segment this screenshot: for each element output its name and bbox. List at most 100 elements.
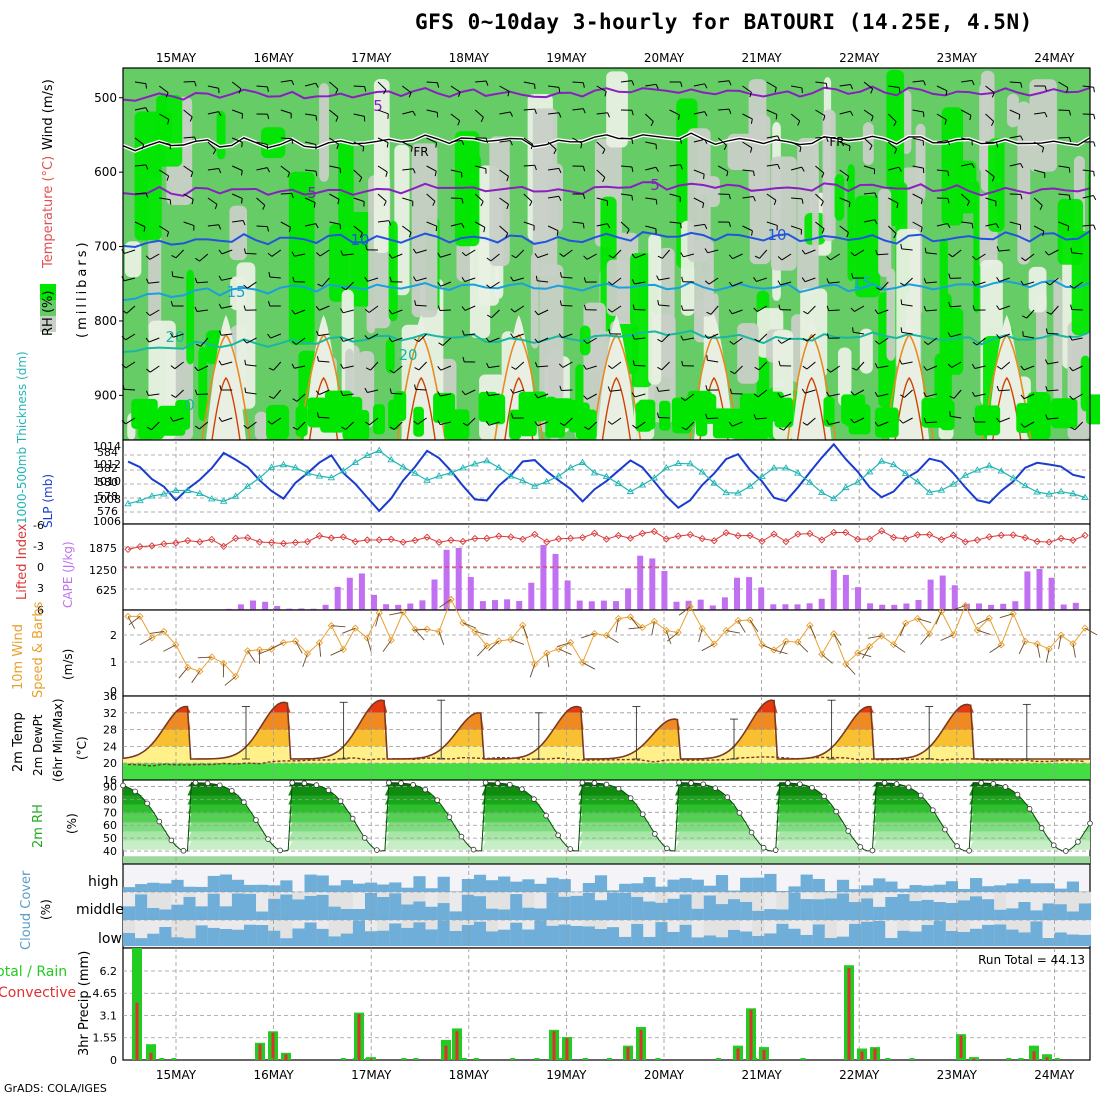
cloud-cell	[812, 878, 825, 892]
wind-barb	[839, 197, 851, 203]
wind-barb	[466, 417, 476, 426]
wind-barb-flag	[947, 140, 951, 146]
li-point	[973, 536, 981, 544]
wind10-barb	[302, 653, 308, 668]
wind-barb	[537, 253, 549, 259]
cloud-cell	[195, 906, 208, 920]
cloud-cell-clear	[812, 892, 825, 900]
wind-barb	[828, 393, 840, 397]
wind-barb	[537, 280, 549, 283]
wind-barb	[572, 108, 584, 111]
wind-barb	[766, 193, 777, 201]
wind-barb-flag	[170, 365, 176, 370]
wind-barb	[839, 141, 851, 147]
wind-barb-flag	[826, 419, 830, 425]
thickness-point	[459, 464, 467, 471]
date-label-bottom: 20MAY	[644, 1068, 685, 1082]
cloud-cell-clear	[897, 920, 910, 931]
lifted-index-axis-label: Lifted Index	[15, 523, 30, 600]
cloud-cell-clear	[1030, 892, 1043, 911]
wind-barb-flag	[1069, 366, 1074, 372]
wind-barb	[742, 141, 753, 149]
wind-barb	[149, 253, 160, 260]
li-point	[232, 534, 240, 542]
li-point	[746, 531, 754, 540]
wind-barb	[175, 249, 184, 259]
rh-patch	[687, 128, 711, 262]
precip-conv-bar	[284, 1054, 288, 1060]
temp-contour-30	[796, 376, 827, 441]
wind-barb-flag	[680, 305, 684, 311]
precip-trace	[655, 1058, 661, 1060]
wind-barb-flag	[874, 421, 879, 427]
wind-barb	[474, 109, 484, 118]
wind-barb	[766, 221, 778, 226]
cloud-cell	[558, 879, 571, 892]
wind-barb	[912, 193, 923, 200]
wind-barb	[523, 108, 535, 111]
wind-barb-flag	[412, 248, 417, 254]
cape-bar	[600, 600, 607, 610]
thickness-point	[1057, 487, 1065, 495]
wind-barb-flag	[947, 198, 950, 204]
wind-barb	[391, 253, 403, 259]
li-point	[566, 534, 575, 542]
wind-barb	[804, 389, 816, 394]
cloud-cell	[643, 877, 656, 892]
wind-barb-flag	[631, 139, 634, 145]
cape-bar	[818, 598, 825, 610]
wind-barb-flag	[632, 360, 635, 366]
cape-axis-label: CAPE (J/kg)	[61, 541, 75, 608]
wind-barb	[426, 165, 437, 172]
wind-barb-flag	[388, 309, 393, 315]
cloud-cell-clear	[365, 920, 378, 932]
cloud-cell	[957, 931, 971, 946]
wind-barb-flag	[850, 252, 855, 257]
rh-patch	[216, 110, 226, 160]
wind-barb	[757, 305, 768, 312]
rh-patch	[946, 307, 964, 375]
wind-barb-flag	[385, 171, 388, 177]
thickness-point	[1009, 474, 1018, 481]
wind-barb-flag	[949, 395, 955, 399]
cloud-cell	[824, 937, 837, 946]
cloud-cell-clear	[1054, 920, 1067, 933]
wind-barb-flag	[461, 277, 466, 282]
cloud-cell	[292, 899, 305, 920]
wind-barb	[123, 388, 136, 391]
wind10-tick-label: 1	[110, 656, 117, 669]
wind10-barb	[1018, 641, 1026, 655]
wind-barb-flag	[362, 146, 365, 152]
cloud-cell-clear	[703, 892, 716, 896]
cloud-cell-clear	[740, 892, 753, 902]
thickness-point	[566, 463, 575, 471]
wind-barb	[1024, 421, 1035, 428]
wind10-barb	[737, 620, 746, 633]
rh-point	[869, 847, 876, 854]
cloud-cell-clear	[304, 892, 317, 896]
wind-barb-flag	[947, 363, 953, 368]
li-point	[172, 539, 180, 547]
wind-barb	[523, 81, 535, 85]
rh-point	[712, 785, 719, 791]
wind-barb-flag	[851, 273, 854, 279]
temp-tick-label: 24	[103, 740, 117, 753]
rh-patch	[478, 391, 498, 422]
wind-barb	[393, 421, 403, 430]
wind10-barb	[414, 629, 425, 641]
wind10-tick-label: 0	[110, 685, 117, 698]
rh-patch	[1086, 394, 1100, 425]
rh-patch	[230, 276, 247, 311]
wind-barb	[1033, 141, 1044, 148]
wind-barb-flag	[267, 420, 273, 425]
wind-barb-flag	[1046, 311, 1052, 315]
cape-bar	[528, 582, 535, 610]
thickness-point	[985, 461, 994, 469]
wind-barb-flag	[313, 202, 316, 208]
rh-band	[123, 795, 1090, 805]
wind-barb-flag	[316, 356, 319, 362]
wind-barb	[515, 249, 525, 259]
wind-barb-flag	[267, 301, 271, 307]
temperature-axis-label: Temperature (°C)	[41, 156, 56, 269]
wind-barb-flag	[583, 339, 588, 344]
